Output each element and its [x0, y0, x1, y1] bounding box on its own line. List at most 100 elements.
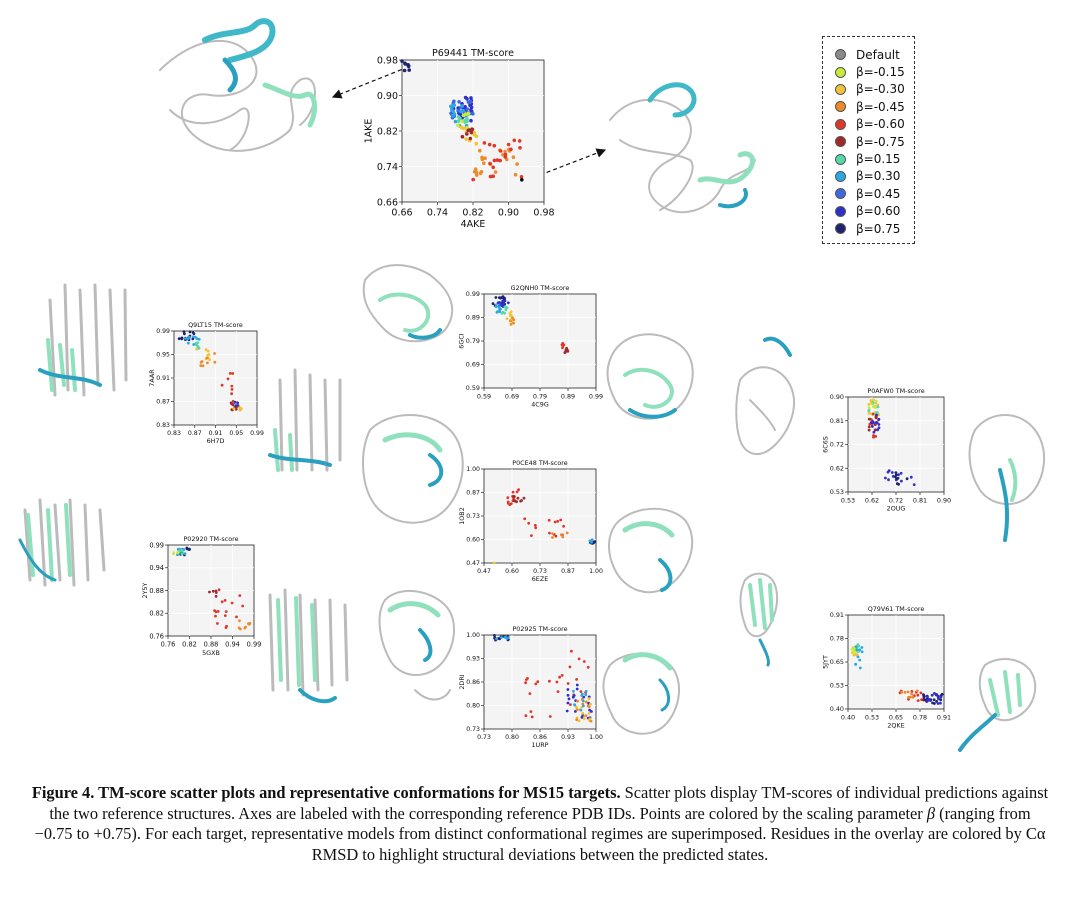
data-point [894, 473, 898, 477]
data-point [912, 483, 916, 486]
data-point [180, 552, 184, 556]
y-tick-label: 0.53 [830, 682, 844, 690]
x-tick-label: 0.40 [841, 713, 855, 721]
figure-canvas: 0.66 0.74 0.82 0.90 0.98 0.66 0.74 0.82 0.90 0.98… [18, 18, 1046, 752]
data-point [577, 657, 581, 661]
data-point [867, 428, 871, 432]
y-tick-label: 0.66 [377, 197, 398, 208]
data-point [516, 496, 520, 500]
x-tick-label: 0.81 [913, 496, 927, 504]
data-point [872, 398, 875, 402]
data-point [566, 349, 570, 353]
data-point [511, 316, 514, 320]
data-point [506, 496, 510, 500]
data-point [922, 698, 926, 701]
data-point [569, 703, 572, 706]
data-point [894, 471, 898, 474]
x-tick-label: 0.53 [841, 496, 855, 504]
data-point [873, 423, 877, 426]
data-point [469, 96, 473, 100]
data-point [460, 119, 464, 123]
y-axis-label: 7AAR [148, 369, 156, 387]
data-point [495, 310, 499, 314]
data-point [238, 594, 242, 597]
data-point [519, 175, 524, 179]
data-point [223, 599, 227, 602]
data-point [933, 702, 936, 705]
data-point [903, 690, 907, 694]
data-point [589, 719, 593, 723]
x-tick-label: 0.86 [533, 734, 547, 741]
data-point [562, 343, 566, 347]
data-point [509, 314, 512, 318]
data-point [871, 412, 875, 416]
data-point [491, 174, 496, 178]
y-tick-label: 0.99 [466, 290, 480, 298]
data-point [504, 635, 507, 639]
data-point [565, 531, 569, 535]
data-point [186, 337, 190, 341]
data-point [922, 693, 925, 696]
legend-item: β=0.30 [835, 168, 914, 185]
protein-structure-p0afw0-a [735, 336, 795, 455]
data-point [852, 651, 855, 654]
data-point [856, 643, 860, 646]
y-tick-label: 0.62 [830, 464, 844, 472]
y-tick-label: 0.74 [377, 162, 398, 173]
data-point [403, 62, 408, 66]
data-point [872, 405, 875, 409]
y-tick-label: 0.88 [149, 587, 164, 595]
scatter-plot-p02920: 0.76 0.82 0.88 0.94 0.99 0.76 0.82 0.88 0.94 0.99… [141, 535, 261, 657]
data-point [559, 533, 563, 537]
data-point [890, 471, 894, 474]
scatter-plot-p02925: 0.73 0.80 0.86 0.93 1.00 0.73 0.80 0.86 0.93 1.00… [458, 625, 603, 749]
data-point [867, 409, 871, 413]
data-point [179, 549, 183, 552]
legend-marker [835, 205, 846, 217]
y-axis-label: 5JYT [822, 655, 830, 669]
data-point [935, 693, 938, 696]
data-point [527, 521, 531, 525]
data-point [463, 119, 467, 123]
legend-marker [835, 83, 846, 95]
legend-label: β=-0.30 [856, 82, 905, 97]
caption-beta: β [926, 803, 936, 823]
data-point [586, 665, 590, 669]
data-point [856, 655, 860, 659]
data-point [584, 693, 588, 697]
protein-structure-q9lt15-a [38, 283, 128, 397]
data-point [551, 532, 554, 535]
plot-title: Q9LT15 TM-score [188, 321, 243, 329]
data-point [205, 356, 209, 360]
data-point [468, 103, 472, 107]
caption-text-1: Scatter plots display TM-scores of indiv… [49, 783, 1049, 823]
data-point [509, 310, 513, 313]
y-tick-label: 0.81 [830, 417, 844, 425]
data-point [505, 317, 509, 320]
data-point [854, 645, 858, 648]
y-tick-label: 0.82 [149, 610, 164, 618]
data-point [201, 364, 205, 368]
protein-structure-q9lt15-b [268, 368, 342, 472]
data-point [867, 406, 871, 409]
data-point [582, 695, 586, 699]
data-point [468, 136, 473, 141]
data-point [562, 524, 565, 528]
plot-title: P02920 TM-score [183, 535, 238, 543]
y-tick-label: 0.65 [830, 658, 844, 666]
y-tick-label: 0.99 [149, 541, 164, 549]
data-point [939, 701, 942, 705]
data-point [206, 354, 210, 357]
data-point [567, 697, 571, 701]
x-tick-label: 0.76 [161, 641, 176, 649]
data-point [492, 158, 497, 163]
data-point [180, 337, 184, 341]
protein-structure-p0afw0-b [968, 414, 1046, 542]
y-tick-label: 0.98 [377, 55, 398, 66]
y-tick-label: 0.86 [466, 679, 480, 686]
data-point [900, 690, 904, 694]
data-point [211, 589, 215, 593]
data-point [216, 622, 219, 625]
data-point [939, 698, 943, 702]
y-tick-label: 0.79 [466, 337, 480, 345]
